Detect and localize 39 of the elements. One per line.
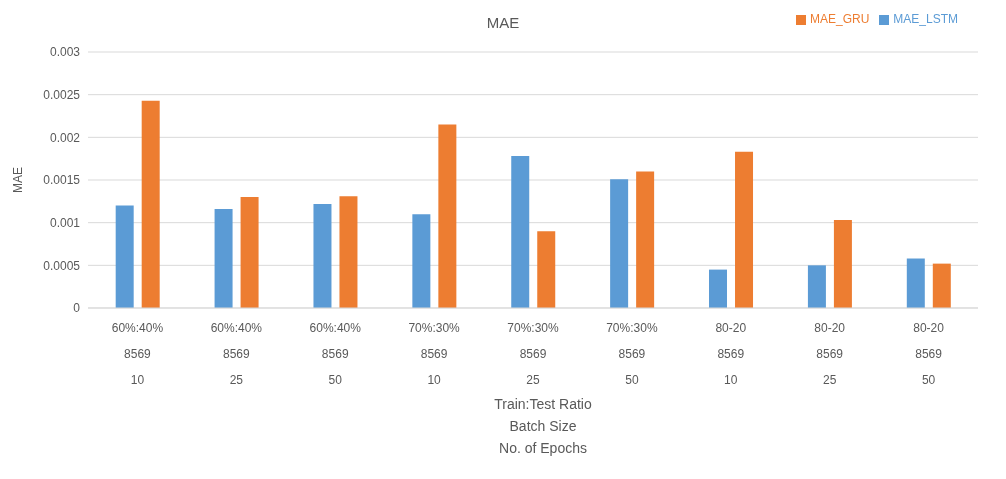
bar <box>141 100 160 308</box>
x-tick-label: 80-20 8569 50 <box>913 321 945 387</box>
bar <box>807 265 826 308</box>
bar <box>339 196 358 308</box>
bar <box>709 269 728 308</box>
x-tick-label: 80-20 8569 25 <box>814 321 846 387</box>
x-tick-label: 60%:40% 8569 25 <box>210 321 263 387</box>
bar <box>313 203 332 308</box>
x-tick-label: 80-20 8569 10 <box>715 321 747 387</box>
bar <box>115 205 134 308</box>
y-tick-label: 0 <box>73 301 81 316</box>
bar <box>438 124 457 308</box>
bar <box>735 151 754 308</box>
y-tick-label: 0.001 <box>49 215 81 230</box>
y-tick-label: 0.003 <box>49 45 81 60</box>
x-axis-title: Train:Test Ratio Batch Size No. of Epochs <box>493 395 593 458</box>
x-tick-label: 70%:30% 8569 50 <box>606 321 658 387</box>
bar <box>932 263 951 308</box>
x-tick-label: 60%:40% 8569 10 <box>111 321 164 387</box>
x-tick-label: 70%:30% 8569 25 <box>507 321 560 387</box>
y-tick-label: 0.0025 <box>43 87 81 102</box>
y-axis-title: MAE <box>11 166 26 194</box>
y-tick-label: 0.0005 <box>43 258 81 273</box>
y-tick-label: 0.002 <box>49 130 81 145</box>
y-tick-label: 0.0015 <box>43 173 81 188</box>
bar <box>240 197 259 308</box>
bar <box>906 258 925 308</box>
bar <box>610 179 629 308</box>
x-tick-label: 70%:30% 8569 10 <box>408 321 461 387</box>
bar <box>636 171 655 308</box>
bar <box>537 231 556 308</box>
bar <box>412 214 431 308</box>
bar <box>214 209 233 308</box>
legend-label: MAE_LSTM <box>893 12 958 26</box>
legend-label: MAE_GRU <box>809 12 870 26</box>
bar <box>511 156 530 308</box>
bar <box>833 220 852 308</box>
x-tick-label: 60%:40% 8569 50 <box>309 321 362 387</box>
chart-title: MAE <box>486 14 520 31</box>
